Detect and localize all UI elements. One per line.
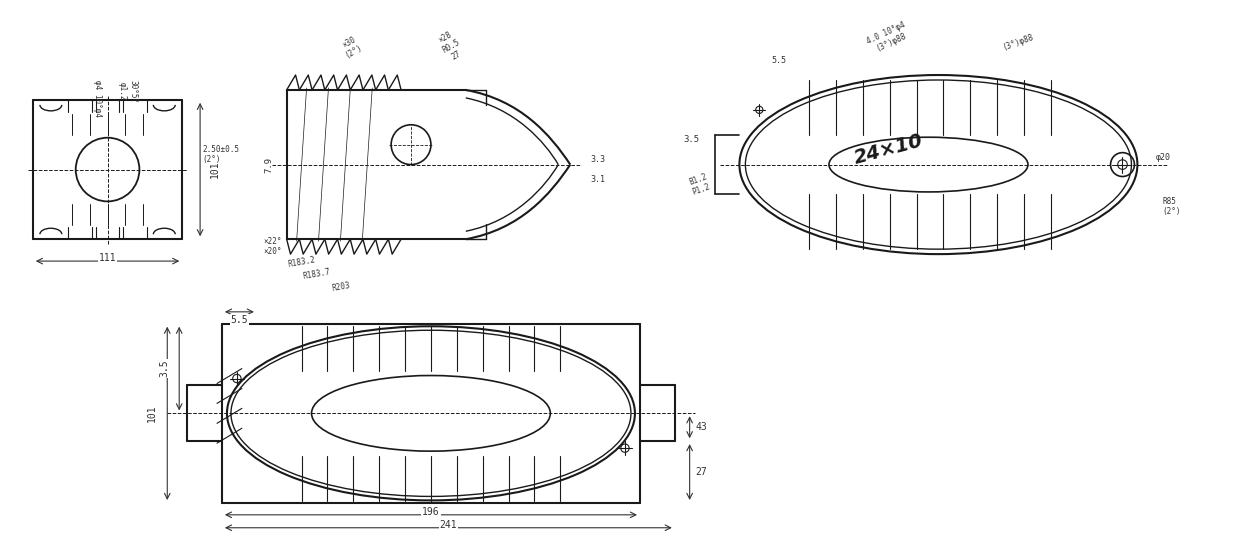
Text: 2.50±0.5
(2°): 2.50±0.5 (2°) [202,145,239,164]
Text: 196: 196 [422,507,440,517]
Text: 101: 101 [148,405,157,422]
Text: 3.3: 3.3 [590,155,605,164]
Text: φ4 10°φ4: φ4 10°φ4 [93,80,102,117]
Text: 27: 27 [696,467,708,477]
Text: ×28
R0.5
27: ×28 R0.5 27 [435,29,466,64]
Text: B1.2
P1.2: B1.2 P1.2 [688,172,712,196]
Text: 3.5: 3.5 [683,135,699,144]
Text: R203: R203 [331,281,351,293]
Text: 111: 111 [99,253,117,263]
Text: ×22°: ×22° [263,237,281,246]
Text: R183.2: R183.2 [288,255,316,269]
Text: 24×10: 24×10 [852,131,925,168]
Text: R85
(2°): R85 (2°) [1162,197,1180,216]
Text: ×30
(2°): ×30 (2°) [339,34,365,60]
Text: 4.0 10°φ4
(3°)φ88: 4.0 10°φ4 (3°)φ88 [866,20,911,55]
Text: 7.9: 7.9 [264,157,273,173]
Text: (3°)φ88: (3°)φ88 [1001,32,1034,52]
Text: 5.5: 5.5 [771,56,786,65]
Text: R183.7: R183.7 [303,267,331,281]
Text: 3.5: 3.5 [159,360,170,377]
Text: 5.5: 5.5 [231,315,248,325]
Text: 30°5°
φ1.2: 30°5° φ1.2 [118,80,138,103]
Text: φ20: φ20 [1156,153,1171,162]
Text: 3.1: 3.1 [590,175,605,184]
Text: ×20°: ×20° [263,247,281,256]
Text: 241: 241 [439,520,458,530]
Text: 43: 43 [696,422,708,432]
Text: 101: 101 [210,161,219,178]
